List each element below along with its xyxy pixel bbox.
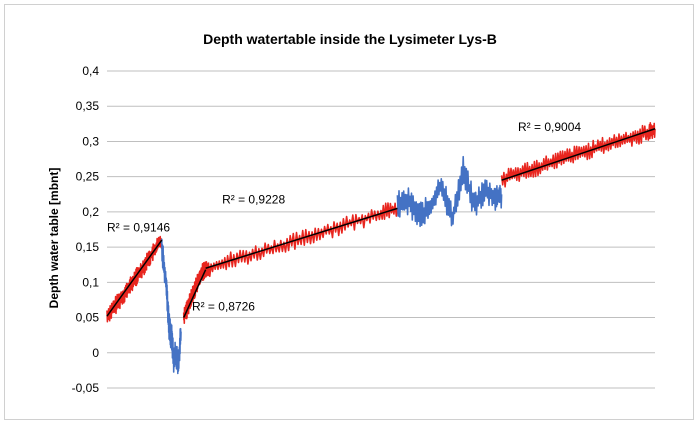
y-tick-label: 0,4 bbox=[82, 64, 99, 78]
y-tick-label: 0 bbox=[92, 346, 99, 360]
r2-annotation: R² = 0,8726 bbox=[192, 300, 255, 314]
series-line bbox=[396, 155, 503, 228]
r2-annotation: R² = 0,9228 bbox=[222, 192, 285, 206]
y-tick-label: 0,15 bbox=[76, 240, 100, 254]
y-tick-label: 0,05 bbox=[76, 311, 100, 325]
y-axis-label: Depth water table [mbnt] bbox=[47, 168, 61, 309]
gridlines bbox=[107, 70, 655, 389]
series-line bbox=[500, 122, 656, 188]
series-line bbox=[207, 202, 399, 278]
y-tick-label: 0,1 bbox=[82, 275, 99, 289]
y-tick-label: 0,35 bbox=[76, 99, 100, 113]
trendline bbox=[205, 207, 398, 269]
y-tick-label: 0,25 bbox=[76, 170, 100, 184]
y-tick-label: -0,05 bbox=[72, 381, 100, 395]
chart-title: Depth watertable inside the Lysimeter Ly… bbox=[203, 31, 497, 47]
y-tick-labels: -0,05 0 0,05 0,1 0,15 0,2 0,25 0,3 0,35 0,4 bbox=[72, 64, 100, 395]
data-series bbox=[106, 122, 656, 375]
trendline bbox=[501, 128, 656, 181]
r2-annotation: R² = 0,9004 bbox=[518, 120, 581, 134]
r2-annotation: R² = 0,9146 bbox=[107, 221, 170, 235]
y-tick-label: 0,3 bbox=[82, 134, 99, 148]
trendlines bbox=[106, 128, 656, 318]
y-tick-label: 0,2 bbox=[82, 205, 99, 219]
series-line bbox=[161, 238, 182, 375]
trendline bbox=[106, 239, 163, 317]
series-line bbox=[106, 235, 163, 323]
trendline bbox=[183, 269, 207, 318]
r2-annotations: R² = 0,9146 R² = 0,8726 R² = 0,9228 R² = 0,… bbox=[107, 120, 581, 314]
